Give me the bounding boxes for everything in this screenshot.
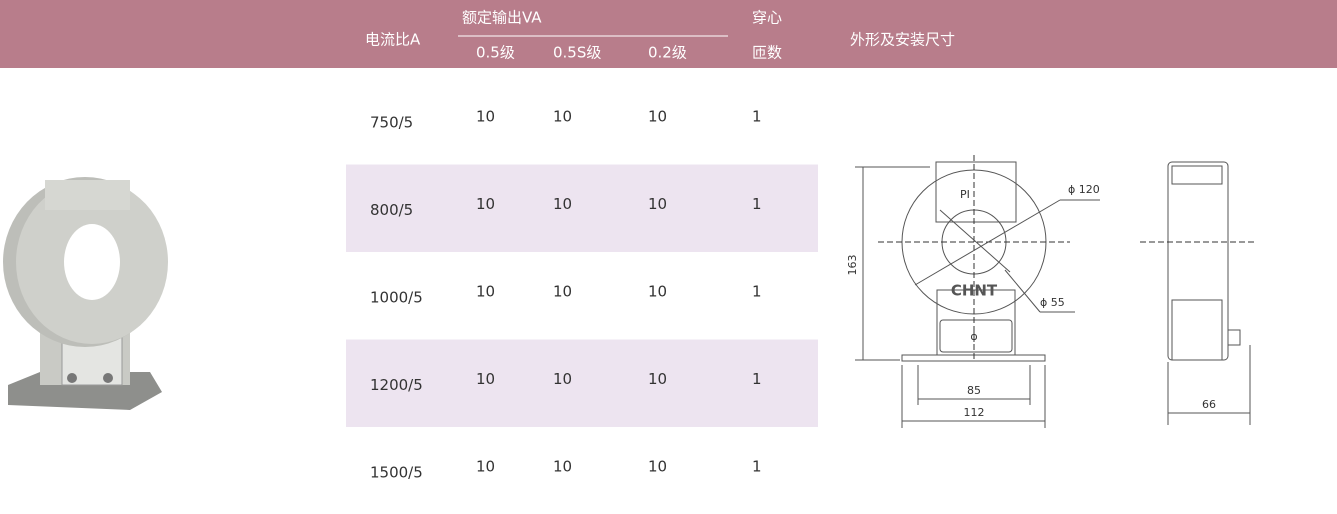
side-view [1140,161,1255,425]
front-view [855,155,1100,428]
table-cell: 10 [648,457,667,475]
table-cell: 10 [553,282,572,300]
table-cell: 10 [476,107,495,125]
drawing-label: 112 [964,406,985,419]
table-cell: 750/5 [370,113,413,131]
table-cell: 1 [752,282,762,300]
row-band [346,164,818,252]
table-cell: 1000/5 [370,288,423,306]
table-cell: 1 [752,370,762,388]
table-cell: 10 [476,195,495,213]
header-band [0,0,1337,68]
header-ratio: 电流比A [365,31,421,49]
row-band [346,339,818,427]
table-cell: 1200/5 [370,376,423,394]
table-cell: 10 [553,107,572,125]
table-cell: 1500/5 [370,463,423,481]
header-dimensions: 外形及安装尺寸 [850,31,955,49]
drawing-label: 85 [967,384,981,397]
drawing-label: 66 [1202,398,1216,411]
header-class: 0.5S级 [553,44,601,62]
table-cell: 10 [648,282,667,300]
table-cell: 10 [553,457,572,475]
table-cell: 10 [648,107,667,125]
table-cell: 10 [553,370,572,388]
table-cell: 10 [648,370,667,388]
header-turns: 穿心 [752,9,782,27]
header-turns: 匝数 [752,44,782,62]
drawing-label: PI [960,188,970,201]
drawing-label: CHNT [951,282,998,300]
product-photo [3,177,168,410]
table-cell: 10 [553,195,572,213]
drawing-label: ϕ [970,330,977,343]
table-cell: 10 [476,282,495,300]
table-cell: 10 [476,457,495,475]
drawing-label: ϕ 120 [1068,183,1100,196]
header-class: 0.5级 [476,44,515,62]
table-cell: 10 [648,195,667,213]
table-cell: 800/5 [370,201,413,219]
drawing-label: ϕ 55 [1040,296,1065,309]
table-cell: 10 [476,370,495,388]
drawing-label: 163 [846,255,859,276]
table-cell: 1 [752,457,762,475]
header-output: 额定输出VA [462,9,542,27]
header-class: 0.2级 [648,44,687,62]
table-cell: 1 [752,195,762,213]
table-cell: 1 [752,107,762,125]
